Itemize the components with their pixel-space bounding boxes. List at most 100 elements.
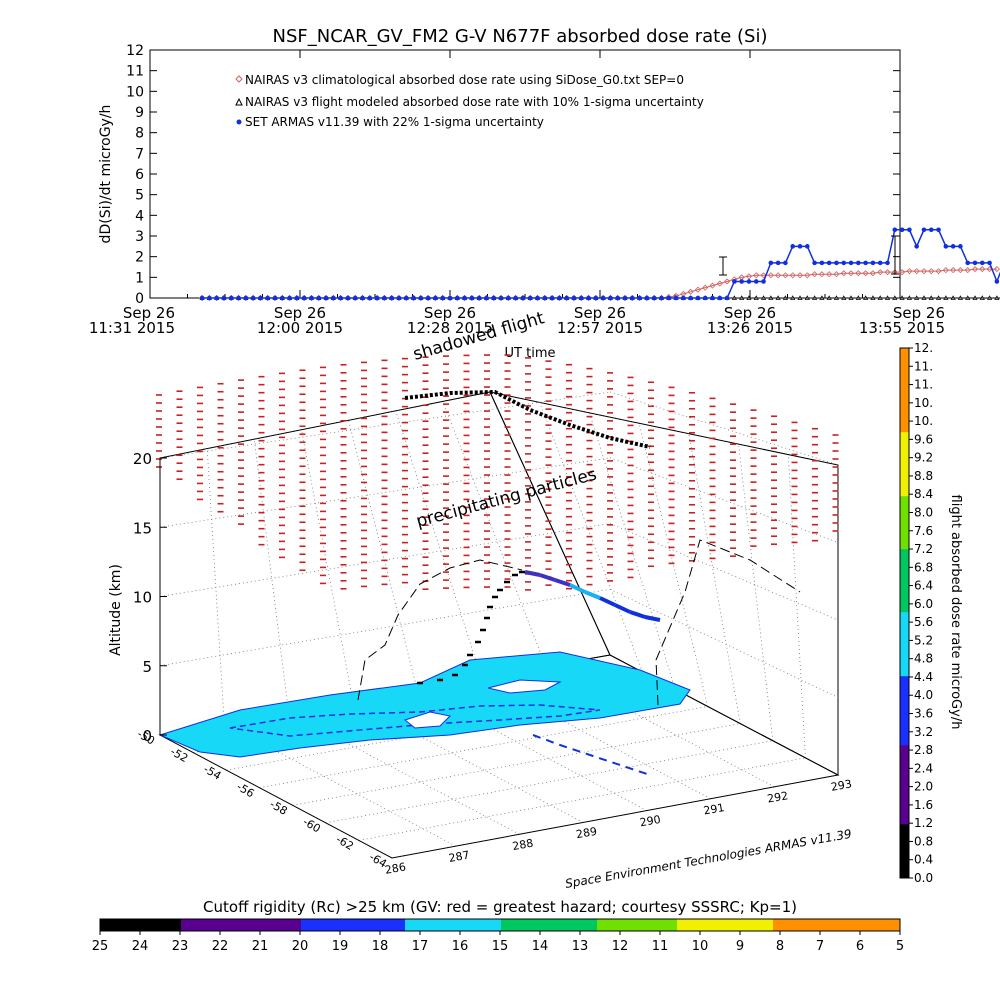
point-circle bbox=[834, 260, 839, 266]
rigidity-gradient-band bbox=[120, 919, 122, 931]
rigidity-gradient-band bbox=[685, 919, 687, 931]
point-circle bbox=[877, 260, 883, 266]
dose-gradient-band bbox=[900, 786, 909, 788]
dose-gradient-band bbox=[900, 480, 909, 482]
rigidity-gradient-band bbox=[268, 919, 270, 931]
rigidity-gradient-band bbox=[635, 919, 637, 931]
rigidity-gradient-band bbox=[758, 919, 760, 931]
dose-gradient-band bbox=[900, 819, 909, 821]
rigidity-gradient-band bbox=[525, 919, 527, 931]
alt-tick-label: 20 bbox=[133, 450, 152, 468]
dose-gradient-band bbox=[900, 688, 909, 690]
point-circle bbox=[972, 260, 978, 266]
rigidity-gradient-band bbox=[233, 919, 235, 931]
point-circle bbox=[287, 295, 292, 301]
dose-gradient-band bbox=[900, 846, 909, 848]
dose-gradient-band bbox=[900, 739, 909, 741]
dose-gradient-band bbox=[900, 740, 909, 742]
rigidity-gradient-band bbox=[585, 919, 587, 931]
dose-gradient-band bbox=[900, 423, 909, 425]
rigidity-gradient-band bbox=[774, 919, 776, 931]
dose-gradient-band bbox=[900, 403, 909, 405]
rigidity-gradient-band bbox=[422, 919, 424, 931]
dose-gradient-band bbox=[900, 612, 909, 614]
rigidity-gradient-band bbox=[528, 919, 530, 931]
rigidity-gradient-band bbox=[299, 919, 301, 931]
rigidity-gradient-band bbox=[467, 919, 469, 931]
dose-gradient-band bbox=[900, 557, 909, 559]
point-diamond bbox=[680, 290, 687, 297]
rigidity-gradient-band bbox=[397, 919, 399, 931]
dose-gradient-band bbox=[900, 842, 909, 844]
rigidity-gradient-band bbox=[738, 919, 740, 931]
rigidity-gradient-band bbox=[630, 919, 632, 931]
rigidity-gradient-band bbox=[441, 919, 443, 931]
point-circle bbox=[593, 295, 599, 301]
dose-gradient-band bbox=[900, 807, 909, 809]
rigidity-gradient-band bbox=[776, 919, 778, 931]
rigidity-gradient-band bbox=[862, 919, 864, 931]
point-circle bbox=[382, 295, 387, 301]
dose-gradient-band bbox=[900, 415, 909, 417]
rigidity-gradient-band bbox=[632, 919, 634, 931]
point-diamond bbox=[913, 268, 920, 275]
dose-tick-label: 10. bbox=[914, 396, 933, 410]
x-tick-label-time: 11:31 2015 bbox=[89, 319, 175, 337]
rigidity-gradient-band bbox=[603, 919, 605, 931]
rigidity-gradient-band bbox=[825, 919, 827, 931]
dose-gradient-band bbox=[900, 412, 909, 414]
rigidity-gradient-band bbox=[643, 919, 645, 931]
lon-tick-label: 289 bbox=[575, 825, 598, 841]
point-circle bbox=[746, 279, 752, 284]
dose-gradient-band bbox=[900, 436, 909, 438]
rigidity-gradient-band bbox=[459, 919, 461, 931]
rigidity-gradient-band bbox=[219, 919, 221, 931]
rigidity-gradient-band bbox=[805, 919, 807, 931]
rigidity-gradient-band bbox=[557, 919, 559, 931]
dose-gradient-band bbox=[900, 802, 909, 804]
point-circle bbox=[476, 295, 482, 301]
dose-gradient-band bbox=[900, 554, 909, 556]
rigidity-gradient-band bbox=[149, 919, 151, 931]
dose-gradient-band bbox=[900, 665, 909, 667]
dose-gradient-band bbox=[900, 714, 909, 716]
dose-gradient-band bbox=[900, 377, 909, 379]
rigidity-gradient-band bbox=[378, 919, 380, 931]
rigidity-gradient-band bbox=[884, 919, 886, 931]
rigidity-gradient-band bbox=[497, 919, 499, 931]
rigidity-gradient-band bbox=[754, 919, 756, 931]
dose-gradient-band bbox=[900, 454, 909, 456]
dose-gradient-band bbox=[900, 660, 909, 662]
dose-gradient-band bbox=[900, 835, 909, 837]
rigidity-gradient-band bbox=[402, 919, 404, 931]
rigidity-gradient-band bbox=[379, 919, 381, 931]
y-tick-label: 12 bbox=[126, 43, 144, 59]
dose-gradient-band bbox=[900, 638, 909, 640]
dose-gradient-band bbox=[900, 613, 909, 615]
rigidity-gradient-band bbox=[551, 919, 553, 931]
point-diamond bbox=[855, 270, 862, 277]
dose-gradient-band bbox=[900, 869, 909, 871]
rigidity-gradient-band bbox=[168, 919, 170, 931]
rigidity-gradient-band bbox=[298, 919, 300, 931]
rigidity-gradient-band bbox=[756, 919, 758, 931]
dose-gradient-band bbox=[900, 469, 909, 471]
rigidity-gradient-band bbox=[772, 919, 774, 931]
dose-gradient-band bbox=[900, 790, 909, 792]
dose-gradient-band bbox=[900, 804, 909, 806]
dose-gradient-band bbox=[900, 726, 909, 728]
rigidity-gradient-band bbox=[449, 919, 451, 931]
point-circle bbox=[520, 295, 526, 301]
dose-gradient-band bbox=[900, 669, 909, 671]
rigidity-gradient-band bbox=[235, 919, 237, 931]
rigidity-gradient-band bbox=[502, 919, 504, 931]
rigidity-gradient-band bbox=[863, 919, 865, 931]
rigidity-gradient-band bbox=[712, 919, 714, 931]
dose-gradient-band bbox=[900, 477, 909, 479]
rigidity-gradient-band bbox=[395, 919, 397, 931]
rigidity-gradient-band bbox=[443, 919, 445, 931]
dose-gradient-band bbox=[900, 724, 909, 726]
rigidity-gradient-band bbox=[617, 919, 619, 931]
rigidity-gradient-band bbox=[387, 919, 389, 931]
dose-gradient-band bbox=[900, 829, 909, 831]
